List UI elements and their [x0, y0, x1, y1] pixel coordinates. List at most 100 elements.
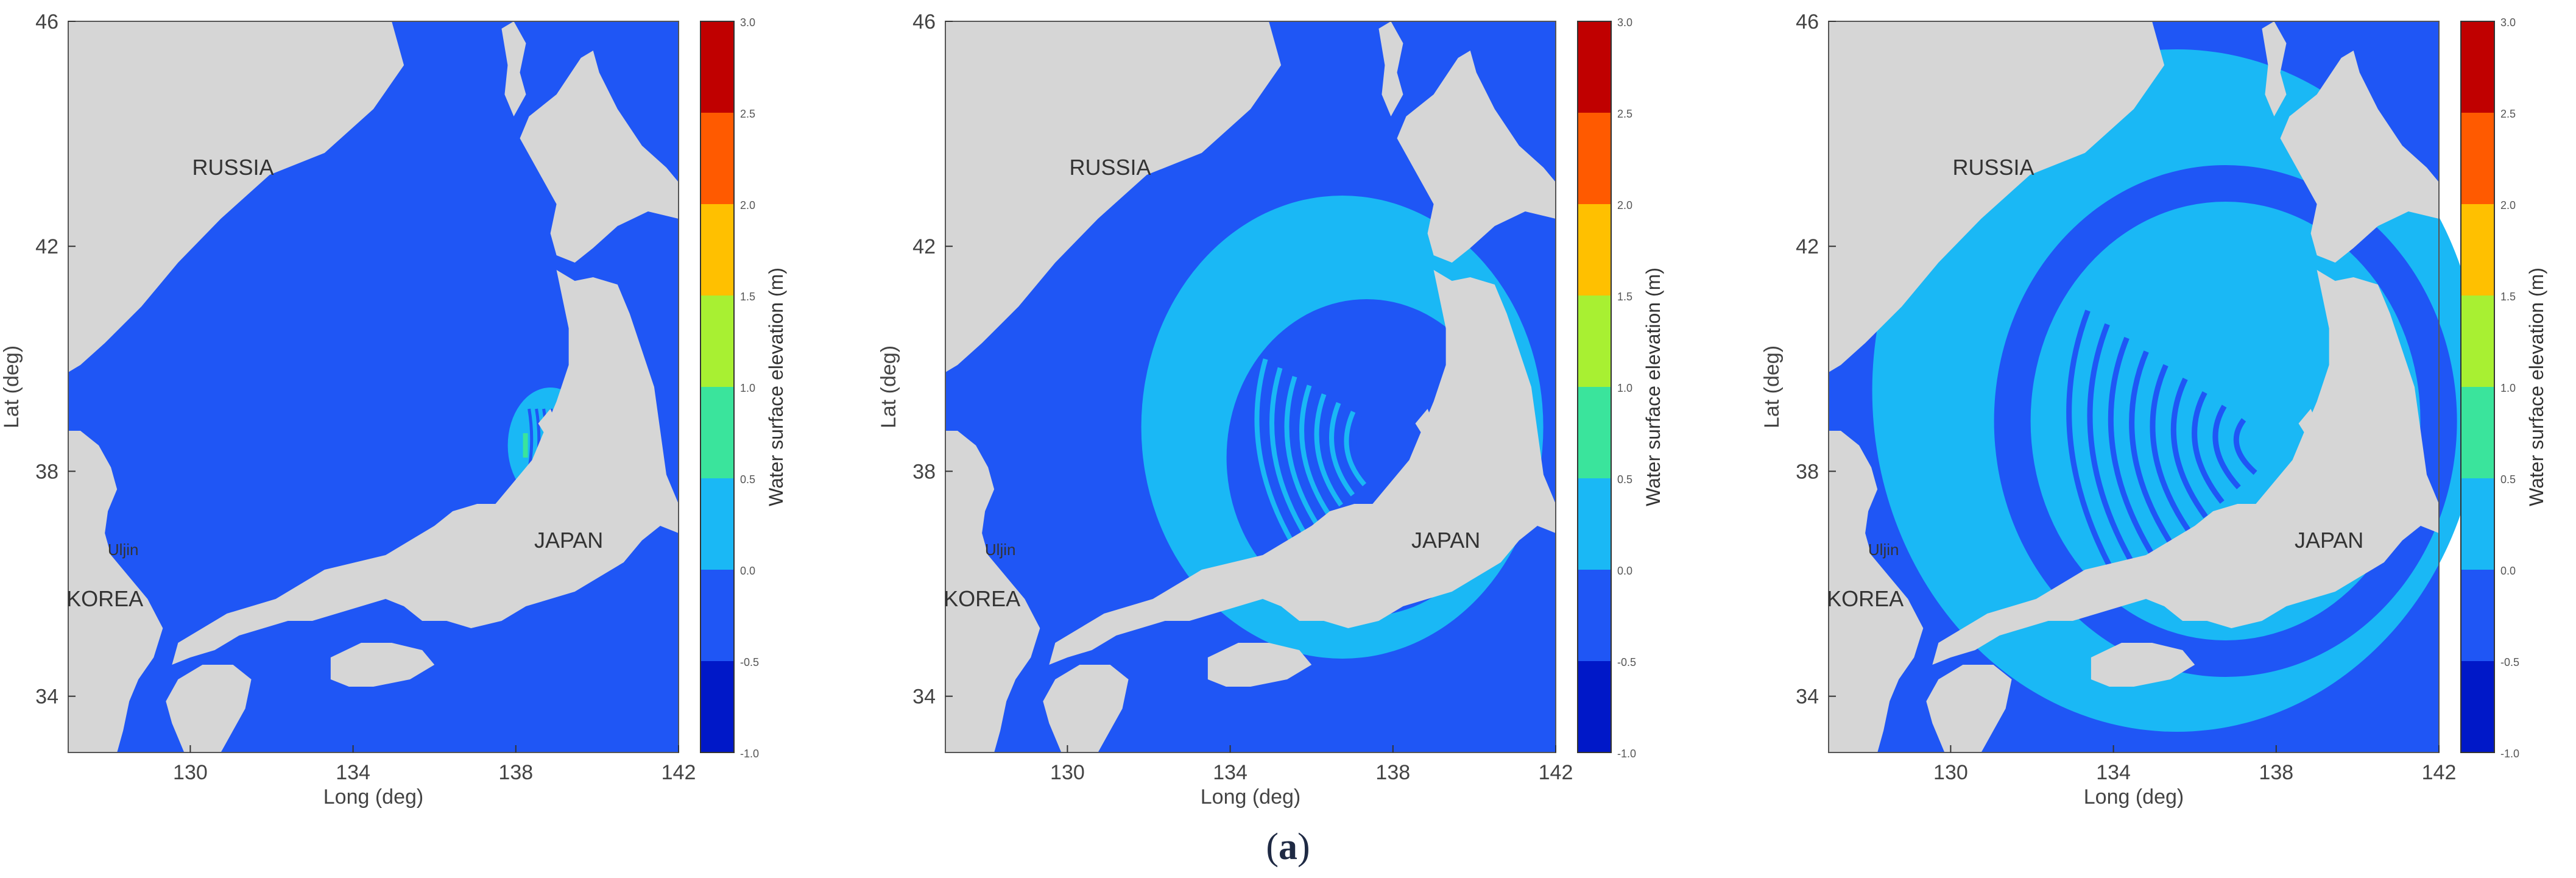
wave-crest-line — [1307, 389, 1338, 512]
shikoku-land — [330, 643, 435, 687]
hokkaido-land — [2280, 51, 2439, 263]
colorbar-border — [1577, 21, 1612, 753]
wave-crest-line — [2119, 344, 2167, 555]
city-label-uljin: Uljin — [108, 540, 139, 559]
sakhalin-land — [1378, 21, 1403, 116]
colorbar-segment — [2461, 570, 2494, 661]
colorbar-tick-label: -1.0 — [1617, 748, 1636, 760]
russia-land — [1829, 21, 2165, 372]
kyushu-land — [1043, 665, 1129, 752]
figure-caption-letter: a — [1279, 826, 1297, 868]
colorbar-label: Water surface elevation (m) — [765, 267, 787, 506]
x-tick-label: 130 — [173, 761, 208, 784]
wave-crest-line — [1344, 411, 1367, 487]
colorbar-segment — [1578, 478, 1611, 570]
y-tick-label: 38 — [35, 460, 58, 483]
map-svg-1: RUSSIA JAPAN KOREA Uljin 130 134 138 142 46 42 38 3… — [0, 10, 787, 809]
y-tick-label: 46 — [35, 10, 58, 34]
x-tick-label: 142 — [662, 761, 696, 784]
kyushu-land — [1926, 665, 2012, 752]
country-label-russia: RUSSIA — [1953, 155, 2034, 180]
wave-crest-line — [2212, 405, 2241, 490]
x-tick-label: 134 — [2096, 761, 2131, 784]
colorbar-segment — [700, 387, 734, 478]
korea-land — [68, 431, 163, 752]
colorbar-segment — [700, 204, 734, 296]
colorbar-tick-label: 2.5 — [1617, 108, 1632, 120]
wave-crest-line — [2097, 330, 2150, 570]
colorbar-segment — [2461, 478, 2494, 570]
y-tick-label: 34 — [35, 685, 58, 709]
colorbar: 3.0 2.5 2.0 1.5 1.0 0.5 0.0 -0.5 -1.0 Water surfa… — [2460, 16, 2547, 760]
country-label-korea: KOREA — [1827, 586, 1904, 611]
wave-crest-line — [1336, 406, 1361, 492]
y-tick-label: 34 — [1796, 685, 1819, 709]
colorbar-tick-label: 1.5 — [1617, 291, 1632, 303]
colorbar-tick-label: 1.5 — [740, 291, 755, 303]
peak-patch — [523, 433, 528, 458]
figure-caption: (a) — [1266, 826, 1310, 868]
hokkaido-land — [1397, 51, 1556, 263]
colorbar-segment — [2461, 113, 2494, 204]
colorbar-tick-label: 1.0 — [740, 382, 755, 394]
wave-crest-line — [2056, 303, 2117, 599]
wave-crest-line — [2223, 411, 2250, 483]
country-label-korea: KOREA — [944, 586, 1020, 611]
colorbar-tick-label: 2.5 — [740, 108, 755, 120]
russia-land — [945, 21, 1282, 372]
sado-land — [538, 408, 557, 438]
colorbar-segment — [2461, 387, 2494, 478]
colorbar-segment — [2461, 21, 2494, 113]
colorbar-segment — [1578, 387, 1611, 478]
colorbar-tick-label: 0.0 — [1617, 565, 1632, 577]
wave-crest-line — [2160, 370, 2200, 526]
sado-land — [2298, 408, 2317, 438]
wave-crest-line — [2150, 364, 2192, 533]
colorbar-tick-label: 0.0 — [740, 565, 755, 577]
y-axis-label: Lat (deg) — [877, 345, 900, 428]
colorbar-tick-label: 2.0 — [2500, 199, 2516, 211]
colorbar-segment — [700, 661, 734, 752]
country-label-russia: RUSSIA — [192, 155, 274, 180]
map-panel-3: RUSSIA JAPAN KOREA Uljin 130 134 138 142 46 42 38 3… — [1760, 0, 2576, 810]
colorbar-segment — [1578, 204, 1611, 296]
sakhalin-land — [501, 21, 526, 116]
wave-crest-line — [2087, 323, 2142, 577]
colorbar-tick-label: 1.0 — [1617, 382, 1632, 394]
honshu-land — [172, 270, 679, 665]
colorbar-tick-label: 0.0 — [2500, 565, 2516, 577]
wave-crest-line — [1321, 397, 1349, 501]
y-tick-label: 46 — [912, 10, 936, 34]
map-border — [68, 21, 679, 753]
colorbar-segment — [1578, 661, 1611, 752]
colorbar-segment — [700, 113, 734, 204]
wave-crest-line — [2192, 391, 2225, 504]
x-tick-label: 130 — [1050, 761, 1085, 784]
wave-crest-line — [1351, 415, 1372, 481]
wave-crest-line — [2077, 316, 2134, 584]
map-panel-1: RUSSIA JAPAN KOREA Uljin 130 134 138 142 46 42 38 3… — [0, 0, 853, 810]
shikoku-land — [2091, 643, 2195, 687]
colorbar-tick-label: 3.0 — [1617, 16, 1632, 29]
country-label-japan: JAPAN — [534, 528, 603, 553]
colorbar-tick-label: -1.0 — [2500, 748, 2519, 760]
wave-crest-line — [1299, 384, 1332, 517]
y-tick-label: 38 — [1796, 460, 1819, 483]
wave-crest-line — [2066, 310, 2125, 592]
x-tick-label: 138 — [498, 761, 533, 784]
wave-crest-line — [2139, 357, 2183, 540]
colorbar-segment — [700, 478, 734, 570]
colorbar: 3.0 2.5 2.0 1.5 1.0 0.5 0.0 -0.5 -1.0 Water surfa… — [1577, 16, 1664, 760]
country-label-korea: KOREA — [66, 586, 143, 611]
colorbar-tick-label: 2.5 — [2500, 108, 2516, 120]
wave-crest-line — [1291, 380, 1326, 522]
colorbar-tick-label: 1.0 — [2500, 382, 2516, 394]
colorbar-tick-label: -0.5 — [2500, 656, 2519, 668]
map-panel-2: RUSSIA JAPAN KOREA Uljin 130 134 138 142 46 42 38 3… — [877, 0, 1730, 810]
x-tick-label: 134 — [1213, 761, 1247, 784]
colorbar-tick-label: 0.5 — [1617, 473, 1632, 486]
korea-land — [1829, 431, 1924, 752]
y-axis-label: Lat (deg) — [1760, 345, 1784, 428]
x-tick-label: 142 — [2422, 761, 2457, 784]
colorbar-tick-label: 3.0 — [740, 16, 755, 29]
